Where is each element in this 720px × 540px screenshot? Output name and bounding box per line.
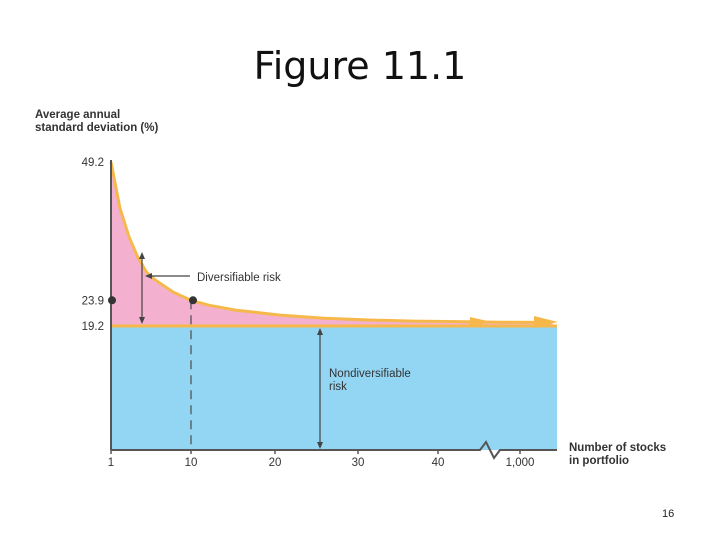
x-axis-label-line-1: Number of stocks xyxy=(569,442,666,454)
nondiversifiable-risk-label-line-2: risk xyxy=(329,381,347,393)
y-axis-label-line-2: standard deviation (%) xyxy=(35,122,158,134)
nondiversifiable-arrow-up xyxy=(317,328,323,335)
x-tick-label: 20 xyxy=(269,457,282,469)
diversifiable-arrow-up xyxy=(139,252,145,259)
x-axis-label-line-2: in portfolio xyxy=(569,455,629,467)
nondiversifiable-risk-area xyxy=(111,326,557,450)
highlight-point-curve xyxy=(189,296,197,305)
slide-title: Figure 11.1 xyxy=(253,44,467,88)
y-tick-label: 23.9 xyxy=(82,295,104,307)
curve-arrowhead-end xyxy=(534,316,558,328)
nondiversifiable-arrow-down xyxy=(317,442,323,449)
y-tick-label: 49.2 xyxy=(82,157,104,169)
y-axis-label-line-1: Average annual xyxy=(35,109,120,121)
total-risk-curve xyxy=(109,161,549,324)
y-tick-label: 19.2 xyxy=(82,321,104,333)
x-axis xyxy=(111,440,557,460)
diversifiable-risk-area xyxy=(111,162,557,326)
x-tick-label: 1 xyxy=(108,457,114,469)
x-tick-marks xyxy=(110,450,521,454)
x-tick-label: 30 xyxy=(352,457,365,469)
diversifiable-risk-label: Diversifiable risk xyxy=(197,272,281,284)
page-number: 16 xyxy=(662,508,675,520)
nondiversifiable-risk-label-line-1: Nondiversifiable xyxy=(329,368,411,380)
x-tick-label: 40 xyxy=(432,457,445,469)
diversifiable-arrow-down xyxy=(139,317,145,324)
x-tick-label: 1,000 xyxy=(506,457,535,469)
highlight-point-axis xyxy=(108,296,116,305)
curve-arrowhead xyxy=(470,317,492,327)
x-tick-label: 10 xyxy=(185,457,198,469)
diversifiable-pointer-head xyxy=(145,273,152,279)
